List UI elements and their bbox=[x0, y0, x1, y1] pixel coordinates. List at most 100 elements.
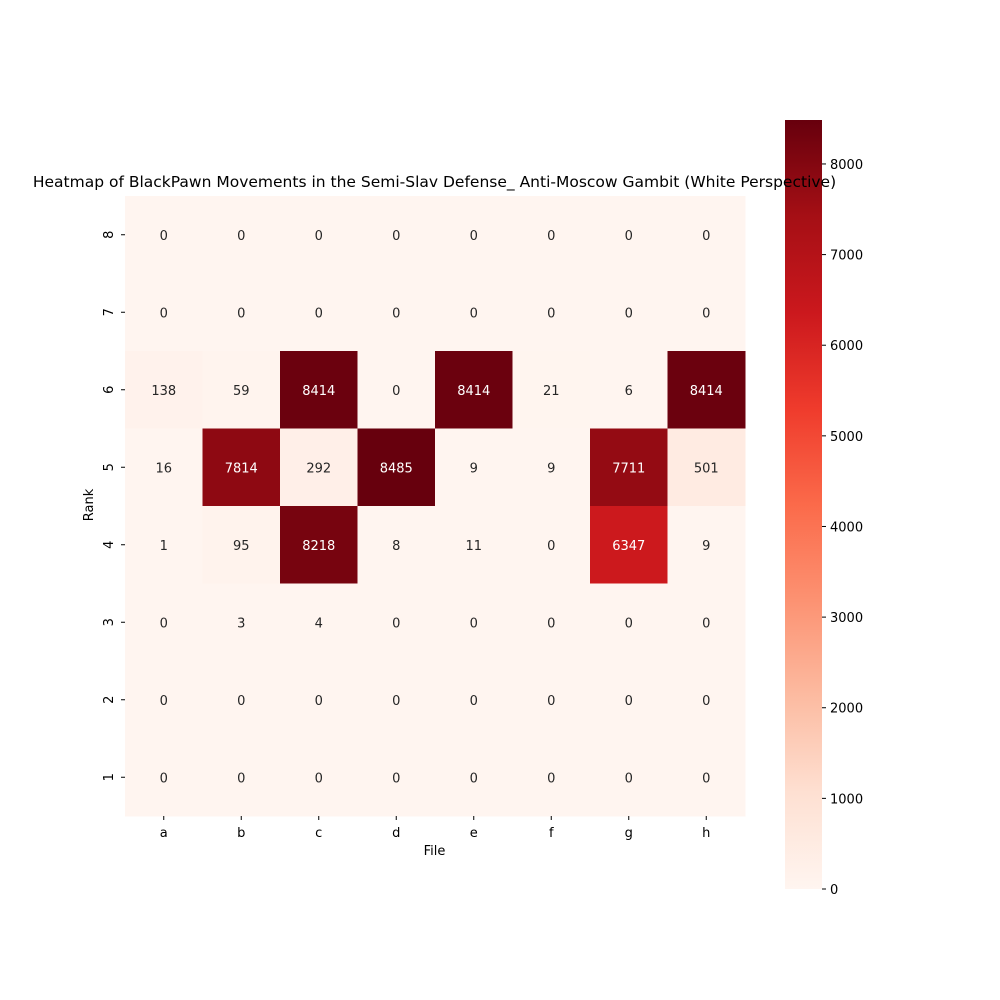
cell-value-label: 59 bbox=[233, 384, 250, 399]
heatmap-cell-h8 bbox=[667, 196, 746, 274]
heatmap-cell-b4 bbox=[202, 506, 281, 584]
cell-value-label: 9 bbox=[702, 539, 710, 554]
heatmap-cell-c1 bbox=[280, 738, 358, 817]
cell-value-label: 0 bbox=[547, 694, 555, 709]
cell-value-label: 0 bbox=[470, 694, 478, 709]
heatmap-cell-e8 bbox=[435, 196, 513, 274]
heatmap-cell-d3 bbox=[357, 583, 436, 662]
x-tick-label: e bbox=[470, 826, 478, 841]
heatmap-cells bbox=[125, 196, 746, 817]
heatmap-cell-c3 bbox=[280, 583, 358, 662]
colorbar-tick-label: 2000 bbox=[830, 702, 863, 717]
x-tick-label: g bbox=[625, 826, 633, 841]
cell-value-label: 0 bbox=[160, 229, 168, 244]
y-tick-label: 3 bbox=[102, 618, 117, 626]
heatmap-cell-d2 bbox=[357, 661, 436, 739]
cell-value-label: 0 bbox=[702, 229, 710, 244]
heatmap-cell-b8 bbox=[202, 196, 281, 274]
heatmap-cell-e3 bbox=[435, 583, 513, 662]
heatmap-cell-a5 bbox=[125, 428, 203, 507]
heatmap-cell-h2 bbox=[667, 661, 746, 739]
colorbar-tick-label: 1000 bbox=[830, 792, 863, 807]
cell-value-label: 0 bbox=[237, 771, 245, 786]
x-tick-label: b bbox=[237, 826, 245, 841]
cell-value-label: 0 bbox=[625, 616, 633, 631]
heatmap-cell-a4 bbox=[125, 506, 203, 584]
cell-value-label: 9 bbox=[470, 461, 478, 476]
heatmap-cell-g7 bbox=[590, 273, 668, 352]
heatmap-cell-a2 bbox=[125, 661, 203, 739]
heatmap-cell-c4 bbox=[280, 506, 358, 584]
cell-value-label: 0 bbox=[470, 616, 478, 631]
cell-value-label: 0 bbox=[392, 616, 400, 631]
y-tick-label: 5 bbox=[102, 463, 117, 471]
cell-value-label: 0 bbox=[702, 306, 710, 321]
cell-value-label: 0 bbox=[315, 694, 323, 709]
cell-value-label: 0 bbox=[160, 771, 168, 786]
y-tick-label: 8 bbox=[102, 231, 117, 239]
y-axis-ticks: 8 7 6 5 4 3 2 1 bbox=[102, 231, 125, 781]
cell-value-label: 0 bbox=[625, 306, 633, 321]
colorbar-tick-label: 4000 bbox=[830, 520, 863, 535]
heatmap-cell-h4 bbox=[667, 506, 746, 584]
cell-value-label: 95 bbox=[233, 539, 250, 554]
heatmap-cell-g5 bbox=[590, 428, 668, 507]
cell-value-label: 0 bbox=[160, 306, 168, 321]
heatmap-cell-b6 bbox=[202, 351, 281, 429]
heatmap-cell-h3 bbox=[667, 583, 746, 662]
cell-value-label: 0 bbox=[625, 694, 633, 709]
cell-value-label: 0 bbox=[702, 771, 710, 786]
cell-value-label: 6347 bbox=[612, 539, 645, 554]
heatmap-cell-b1 bbox=[202, 738, 281, 817]
heatmap-cell-a6 bbox=[125, 351, 203, 429]
cell-value-label: 8414 bbox=[690, 384, 723, 399]
heatmap-cell-g8 bbox=[590, 196, 668, 274]
cell-value-label: 1 bbox=[160, 539, 168, 554]
colorbar-tick-label: 0 bbox=[830, 883, 838, 898]
heatmap-cell-d4 bbox=[357, 506, 436, 584]
x-tick-label: a bbox=[160, 826, 168, 841]
heatmap-cell-e6 bbox=[435, 351, 513, 429]
heatmap-cell-f7 bbox=[512, 273, 591, 352]
cell-value-label: 8414 bbox=[457, 384, 490, 399]
cell-value-label: 292 bbox=[306, 461, 331, 476]
cell-value-label: 0 bbox=[547, 771, 555, 786]
heatmap-cell-c5 bbox=[280, 428, 358, 507]
cell-value-label: 0 bbox=[392, 771, 400, 786]
heatmap-cell-c2 bbox=[280, 661, 358, 739]
y-tick-label: 4 bbox=[102, 541, 117, 549]
heatmap-cell-b7 bbox=[202, 273, 281, 352]
cell-value-label: 0 bbox=[237, 694, 245, 709]
heatmap-cell-d6 bbox=[357, 351, 436, 429]
colorbar-tick-label: 5000 bbox=[830, 430, 863, 445]
heatmap-cell-f2 bbox=[512, 661, 591, 739]
colorbar-tick-label: 7000 bbox=[830, 249, 863, 264]
heatmap-cell-g1 bbox=[590, 738, 668, 817]
cell-value-label: 4 bbox=[315, 616, 323, 631]
cell-value-label: 0 bbox=[470, 306, 478, 321]
heatmap-cell-f8 bbox=[512, 196, 591, 274]
colorbar-tick-label: 3000 bbox=[830, 611, 863, 626]
heatmap-cell-f6 bbox=[512, 351, 591, 429]
x-tick-label: h bbox=[702, 826, 710, 841]
cell-value-label: 8485 bbox=[380, 461, 413, 476]
cell-value-label: 0 bbox=[160, 616, 168, 631]
heatmap-cell-h1 bbox=[667, 738, 746, 817]
heatmap-cell-e1 bbox=[435, 738, 513, 817]
cell-value-label: 0 bbox=[392, 229, 400, 244]
heatmap-cell-e4 bbox=[435, 506, 513, 584]
x-tick-label: c bbox=[315, 826, 322, 841]
heatmap-cell-d8 bbox=[357, 196, 436, 274]
x-tick-label: d bbox=[392, 826, 400, 841]
cell-value-label: 9 bbox=[547, 461, 555, 476]
cell-value-label: 0 bbox=[625, 229, 633, 244]
cell-value-label: 16 bbox=[155, 461, 172, 476]
y-axis-label: Rank bbox=[82, 488, 97, 521]
cell-value-label: 0 bbox=[315, 306, 323, 321]
cell-value-label: 501 bbox=[694, 461, 719, 476]
cell-value-label: 0 bbox=[702, 616, 710, 631]
cell-value-label: 8414 bbox=[302, 384, 335, 399]
cell-value-label: 0 bbox=[547, 229, 555, 244]
cell-value-label: 21 bbox=[543, 384, 560, 399]
cell-value-label: 0 bbox=[470, 229, 478, 244]
